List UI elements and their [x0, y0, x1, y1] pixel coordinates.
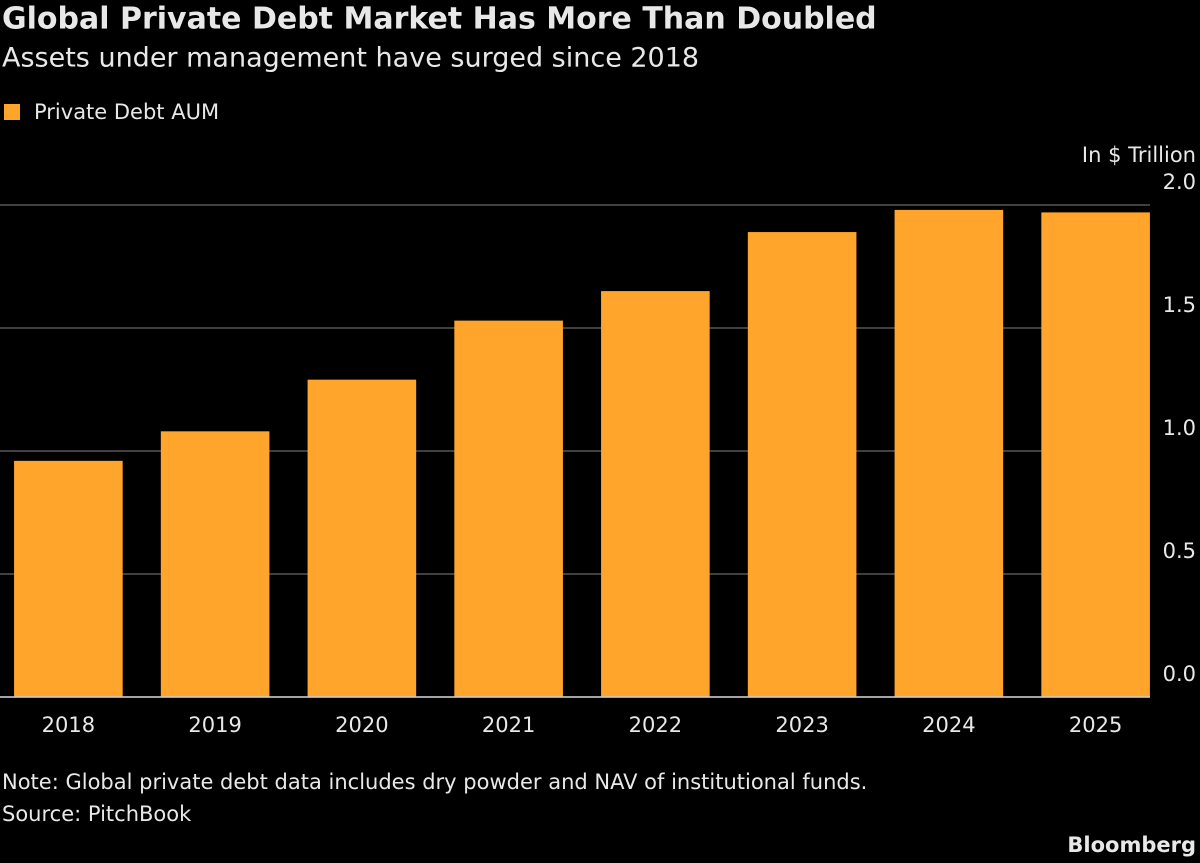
x-tick-label: 2023 — [775, 713, 828, 737]
bar — [601, 291, 710, 697]
bar — [454, 320, 563, 697]
bar — [894, 209, 1004, 698]
x-tick-label: 2022 — [629, 713, 682, 737]
y-tick-label: 2.0 — [1163, 170, 1196, 194]
note: Note: Global private debt data includes … — [2, 770, 867, 794]
bar — [1041, 212, 1150, 697]
y-axis-label: In $ Trillion — [1082, 143, 1196, 167]
x-tick-label: 2020 — [335, 713, 388, 737]
x-tick-label: 2025 — [1069, 713, 1122, 737]
bar — [747, 232, 857, 697]
y-tick-label: 0.0 — [1163, 662, 1196, 686]
brand: Bloomberg — [1067, 833, 1196, 857]
chart-subtitle: Assets under management have surged sinc… — [2, 43, 699, 74]
x-tick-label: 2024 — [922, 713, 975, 737]
x-tick-label: 2021 — [482, 713, 535, 737]
x-tick-label: 2018 — [42, 713, 95, 737]
legend-label: Private Debt AUM — [34, 100, 219, 124]
x-tick-label: 2019 — [188, 713, 241, 737]
y-tick-label: 1.0 — [1163, 416, 1196, 440]
bar — [160, 431, 270, 697]
chart-title: Global Private Debt Market Has More Than… — [2, 2, 877, 37]
y-tick-label: 1.5 — [1163, 293, 1196, 317]
legend-swatch — [4, 104, 20, 120]
bar — [14, 460, 123, 697]
y-tick-label: 0.5 — [1163, 539, 1196, 563]
source: Source: PitchBook — [2, 802, 192, 826]
bar — [307, 379, 417, 697]
